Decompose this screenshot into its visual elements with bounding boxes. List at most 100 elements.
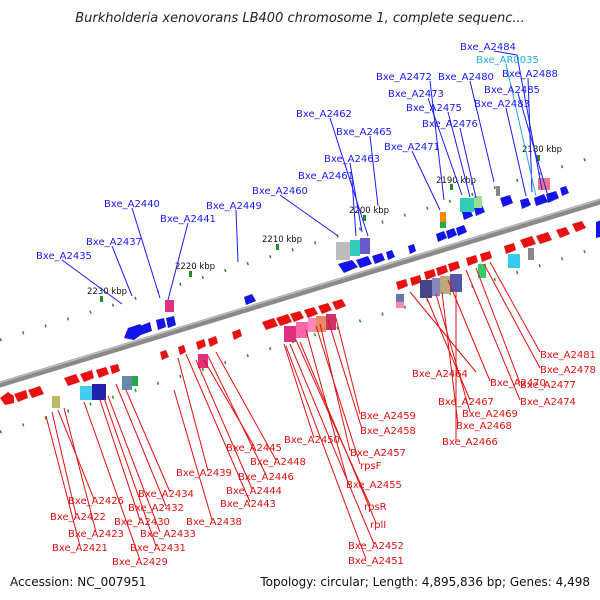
- feature-block[interactable]: [308, 318, 316, 332]
- gene-label[interactable]: Bxe_A2473: [388, 89, 444, 100]
- gene-label[interactable]: Bxe_A2451: [348, 556, 404, 567]
- gene-label[interactable]: Bxe_A2457: [350, 448, 406, 459]
- gene-label[interactable]: Bxe_A2440: [104, 199, 160, 210]
- gene-label[interactable]: Bxe_A2468: [456, 421, 512, 432]
- gene-arrow[interactable]: [556, 227, 570, 238]
- gene-arrow[interactable]: [318, 303, 332, 314]
- gene-label[interactable]: Bxe_A2471: [384, 142, 440, 153]
- gene-label[interactable]: Bxe_A2426: [68, 496, 124, 507]
- gene-label[interactable]: Bxe_A2432: [128, 503, 184, 514]
- gene-label[interactable]: Bxe_A2464: [412, 369, 468, 380]
- gene-arrow[interactable]: [396, 279, 408, 290]
- feature-block[interactable]: [420, 280, 432, 298]
- gene-arrow[interactable]: [338, 260, 358, 273]
- gene-arrow[interactable]: [536, 232, 552, 244]
- gene-label[interactable]: Bxe_A2462: [296, 109, 352, 120]
- gene-label[interactable]: Bxe_A2439: [176, 468, 232, 479]
- feature-block[interactable]: [132, 376, 138, 386]
- gene-label[interactable]: rpsR: [364, 502, 387, 513]
- gene-arrow[interactable]: [446, 228, 457, 239]
- feature-block[interactable]: [432, 278, 440, 296]
- gene-arrow[interactable]: [332, 299, 346, 310]
- gene-arrow[interactable]: [408, 244, 416, 254]
- gene-arrow[interactable]: [500, 195, 513, 207]
- gene-label[interactable]: Bxe_A2449: [206, 201, 262, 212]
- feature-block[interactable]: [52, 396, 60, 408]
- feature-block[interactable]: [360, 238, 370, 254]
- gene-label[interactable]: Bxe_A2435: [36, 251, 92, 262]
- feature-block[interactable]: [440, 276, 450, 294]
- feature-block[interactable]: [326, 314, 336, 330]
- feature-block[interactable]: [122, 376, 132, 390]
- gene-arrow[interactable]: [480, 251, 492, 262]
- gene-arrow[interactable]: [456, 225, 467, 236]
- feature-block[interactable]: [396, 294, 404, 302]
- gene-label[interactable]: Bxe_A2434: [138, 489, 194, 500]
- gene-label[interactable]: Bxe_A2477: [520, 380, 576, 391]
- gene-label[interactable]: Bxe_A2472: [376, 72, 432, 83]
- gene-arrow[interactable]: [110, 364, 120, 374]
- gene-arrow[interactable]: [546, 191, 559, 203]
- gene-arrow[interactable]: [520, 198, 531, 209]
- gene-label[interactable]: Bxe_A2469: [462, 409, 518, 420]
- feature-block[interactable]: [80, 386, 92, 400]
- gene-arrow[interactable]: [534, 194, 548, 206]
- gene-label[interactable]: Bxe_A2458: [360, 426, 416, 437]
- feature-block[interactable]: [350, 240, 360, 256]
- gene-label[interactable]: Bxe_A2466: [442, 437, 498, 448]
- gene-label[interactable]: Bxe_A2463: [324, 154, 380, 165]
- gene-arrow[interactable]: [290, 311, 304, 322]
- feature-block[interactable]: [336, 242, 350, 260]
- gene-label[interactable]: Bxe_A2483: [474, 99, 530, 110]
- gene-label[interactable]: Bxe_A2437: [86, 237, 142, 248]
- gene-arrow[interactable]: [96, 367, 109, 378]
- feature-block[interactable]: [450, 274, 462, 292]
- gene-arrow[interactable]: [0, 392, 14, 405]
- gene-arrow[interactable]: [28, 386, 44, 398]
- gene-label[interactable]: Bxe_A2461: [298, 171, 354, 182]
- gene-label[interactable]: Bxe_A2445: [226, 443, 282, 454]
- gene-label[interactable]: Bxe_A2431: [130, 543, 186, 554]
- feature-block[interactable]: [528, 248, 534, 260]
- feature-block[interactable]: [316, 316, 326, 332]
- gene-arrow[interactable]: [560, 186, 569, 196]
- gene-label[interactable]: rplI: [370, 520, 386, 531]
- gene-label[interactable]: Bxe_A2455: [346, 480, 402, 491]
- gene-label[interactable]: Bxe_A2474: [520, 397, 576, 408]
- gene-label[interactable]: Bxe_A2484: [460, 42, 516, 53]
- gene-arrow[interactable]: [448, 261, 460, 272]
- feature-block[interactable]: [284, 326, 296, 342]
- gene-arrow[interactable]: [304, 307, 318, 318]
- feature-block[interactable]: [296, 322, 308, 338]
- gene-label[interactable]: Bxe_A2467: [438, 397, 494, 408]
- gene-arrow[interactable]: [436, 265, 448, 276]
- feature-block[interactable]: [396, 302, 404, 308]
- gene-arrow[interactable]: [64, 374, 80, 386]
- gene-label[interactable]: Bxe_A2450: [284, 435, 340, 446]
- feature-block[interactable]: [496, 186, 500, 196]
- gene-arrow[interactable]: [140, 322, 152, 335]
- gene-label[interactable]: Bxe_A2423: [68, 529, 124, 540]
- gene-arrow[interactable]: [356, 256, 372, 268]
- gene-label[interactable]: Bxe_A2441: [160, 214, 216, 225]
- gene-arrow[interactable]: [156, 318, 166, 330]
- gene-label[interactable]: Bxe_A2459: [360, 411, 416, 422]
- gene-arrow[interactable]: [244, 294, 256, 305]
- gene-label[interactable]: Bxe_A2470: [490, 378, 546, 389]
- feature-block[interactable]: [440, 212, 446, 222]
- gene-arrow[interactable]: [178, 345, 186, 355]
- gene-label[interactable]: rpsF: [360, 461, 382, 472]
- gene-arrow[interactable]: [276, 314, 292, 326]
- gene-label[interactable]: Bxe_A2478: [540, 365, 596, 376]
- gene-label[interactable]: Bxe_A2421: [52, 543, 108, 554]
- feature-block[interactable]: [92, 384, 106, 400]
- feature-block[interactable]: [198, 354, 208, 368]
- gene-arrow[interactable]: [504, 243, 516, 254]
- gene-label[interactable]: Bxe_A2480: [438, 72, 494, 83]
- feature-block[interactable]: [478, 264, 486, 278]
- gene-arrow[interactable]: [596, 219, 600, 238]
- gene-label[interactable]: Bxe_A2481: [540, 350, 596, 361]
- gene-arrow[interactable]: [424, 269, 436, 280]
- gene-arrow[interactable]: [232, 329, 242, 340]
- gene-arrow[interactable]: [262, 318, 278, 330]
